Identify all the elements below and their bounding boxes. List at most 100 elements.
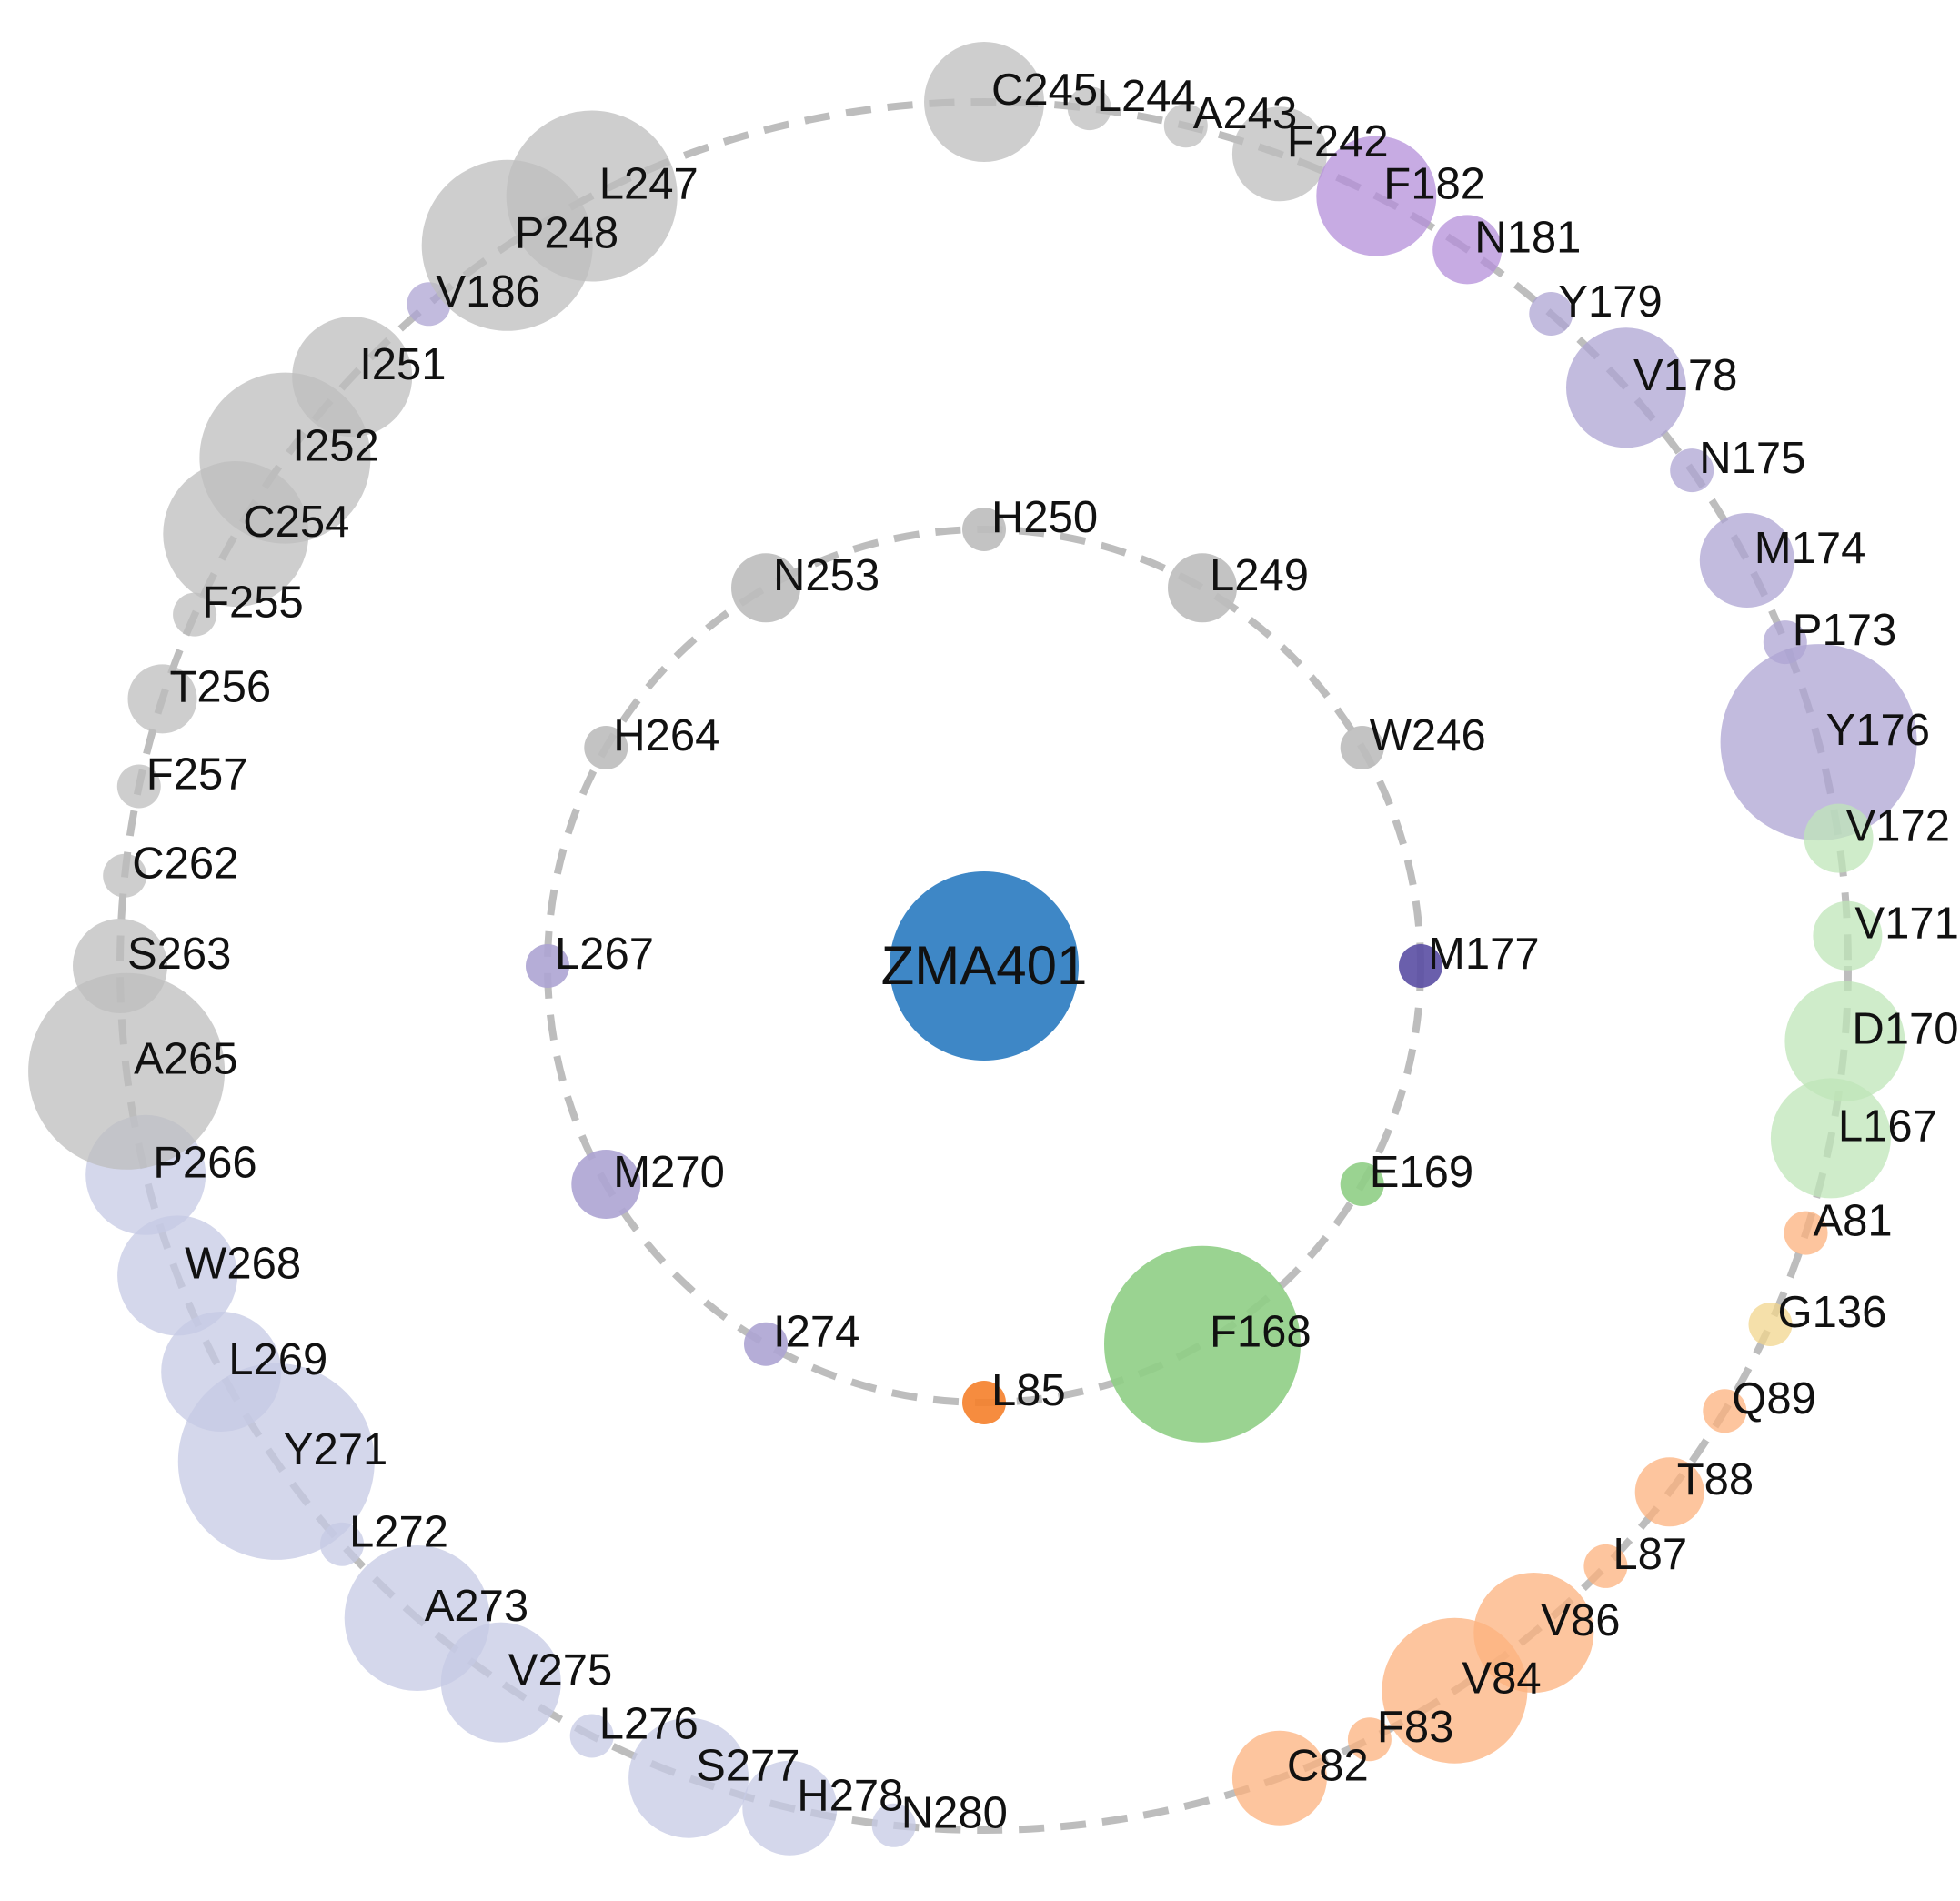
residue-label-i251: I251 xyxy=(359,340,446,389)
residue-label-v86: V86 xyxy=(1541,1596,1620,1645)
residue-node-v84 xyxy=(1382,1617,1528,1764)
residue-label-i252: I252 xyxy=(292,422,378,471)
residue-node-f242 xyxy=(1231,106,1327,202)
residue-node-n175 xyxy=(1670,448,1714,493)
residue-label-l85: L85 xyxy=(991,1366,1066,1415)
residue-label-h264: H264 xyxy=(613,711,719,760)
residue-node-h278 xyxy=(742,1760,838,1856)
residue-node-f182 xyxy=(1316,136,1437,256)
residue-node-l167 xyxy=(1770,1078,1891,1199)
residue-node-y179 xyxy=(1529,292,1573,336)
residue-node-s263 xyxy=(73,919,167,1013)
outer-ring-residues xyxy=(28,42,1917,1856)
residue-label-n175: N175 xyxy=(1699,434,1805,483)
residue-label-a273: A273 xyxy=(425,1582,528,1631)
residue-node-m174 xyxy=(1699,513,1794,608)
residue-label-y179: Y179 xyxy=(1558,277,1662,327)
residue-label-h278: H278 xyxy=(797,1772,903,1821)
residue-node-h264 xyxy=(584,726,628,769)
residue-label-m270: M270 xyxy=(613,1148,725,1197)
residue-node-l85 xyxy=(962,1381,1006,1424)
residue-node-g136 xyxy=(1748,1303,1793,1346)
residue-label-s277: S277 xyxy=(696,1742,799,1791)
residue-label-y271: Y271 xyxy=(284,1425,387,1474)
residue-node-v178 xyxy=(1566,327,1686,448)
residue-label-c262: C262 xyxy=(132,840,238,889)
residue-node-n181 xyxy=(1432,215,1503,285)
residue-label-h250: H250 xyxy=(991,493,1098,542)
residue-node-i251 xyxy=(292,317,413,438)
residue-label-y176: Y176 xyxy=(1826,706,1930,755)
residue-label-l167: L167 xyxy=(1838,1101,1937,1151)
residue-label-n253: N253 xyxy=(773,551,879,600)
ligand-node xyxy=(890,871,1079,1061)
residue-label-n181: N181 xyxy=(1474,213,1581,262)
residue-node-h250 xyxy=(962,508,1006,551)
residue-label-f182: F182 xyxy=(1383,159,1485,208)
residue-node-s277 xyxy=(628,1717,749,1838)
residue-label-t88: T88 xyxy=(1677,1455,1754,1504)
residue-label-l267: L267 xyxy=(555,930,654,979)
residue-label-n280: N280 xyxy=(901,1789,1008,1838)
residue-node-l87 xyxy=(1583,1544,1628,1588)
residue-node-m270 xyxy=(571,1150,641,1219)
residue-node-t88 xyxy=(1634,1457,1704,1527)
residue-label-a243: A243 xyxy=(1193,89,1297,138)
residue-label-i274: I274 xyxy=(773,1308,859,1357)
residue-node-w268 xyxy=(117,1215,238,1336)
residue-label-l87: L87 xyxy=(1613,1530,1687,1579)
residue-node-y176 xyxy=(1720,644,1917,841)
residue-label-f242: F242 xyxy=(1287,117,1389,166)
residue-node-l247 xyxy=(506,110,678,282)
residue-node-l269 xyxy=(161,1312,282,1432)
residue-label-l269: L269 xyxy=(228,1335,327,1384)
residue-label-v172: V172 xyxy=(1846,802,1950,851)
residue-node-v171 xyxy=(1813,900,1883,971)
residue-node-l249 xyxy=(1168,553,1237,623)
residue-node-w246 xyxy=(1340,726,1384,769)
residue-node-f168 xyxy=(1104,1245,1301,1443)
ligand: ZMA401 xyxy=(881,871,1088,1061)
residue-label-v171: V171 xyxy=(1854,900,1958,949)
residue-label-w246: W246 xyxy=(1370,711,1486,760)
residue-label-f83: F83 xyxy=(1377,1703,1453,1752)
residue-node-a265 xyxy=(28,972,226,1170)
residue-label-f257: F257 xyxy=(146,749,248,799)
residue-node-l276 xyxy=(569,1714,614,1758)
ligand-label: ZMA401 xyxy=(881,935,1088,996)
residue-label-e169: E169 xyxy=(1370,1148,1473,1197)
residue-label-g136: G136 xyxy=(1778,1288,1887,1337)
residue-node-f257 xyxy=(116,764,161,809)
residue-node-e169 xyxy=(1340,1162,1384,1206)
residue-node-a81 xyxy=(1784,1211,1828,1255)
residue-label-l244: L244 xyxy=(1097,72,1196,121)
residue-label-c254: C254 xyxy=(243,498,349,547)
residue-node-l244 xyxy=(1067,86,1111,131)
residue-label-p173: P173 xyxy=(1793,606,1896,655)
residue-node-t256 xyxy=(127,664,197,734)
residue-node-v172 xyxy=(1804,803,1874,873)
residue-node-n280 xyxy=(871,1803,916,1847)
residue-label-a265: A265 xyxy=(134,1035,237,1084)
residue-label-v84: V84 xyxy=(1462,1655,1541,1704)
residue-label-q89: Q89 xyxy=(1732,1374,1816,1423)
residue-node-c262 xyxy=(103,853,147,898)
residue-label-d170: D170 xyxy=(1852,1005,1958,1054)
residue-label-p266: P266 xyxy=(153,1139,256,1188)
residue-node-c82 xyxy=(1231,1730,1327,1826)
residue-label-v275: V275 xyxy=(508,1646,612,1695)
residue-node-d170 xyxy=(1784,981,1905,1101)
residue-node-l267 xyxy=(526,944,569,988)
residue-label-c82: C82 xyxy=(1287,1742,1369,1791)
residue-node-a273 xyxy=(344,1545,490,1691)
residue-label-v186: V186 xyxy=(436,267,539,317)
residue-label-p248: P248 xyxy=(515,209,618,258)
residue-label-f168: F168 xyxy=(1210,1308,1312,1357)
residue-node-n253 xyxy=(731,553,800,623)
residue-node-f255 xyxy=(173,592,217,637)
residue-label-m177: M177 xyxy=(1428,930,1540,979)
residue-label-s263: S263 xyxy=(127,930,231,979)
residue-label-l272: L272 xyxy=(349,1508,448,1557)
residue-label-w268: W268 xyxy=(185,1239,301,1288)
